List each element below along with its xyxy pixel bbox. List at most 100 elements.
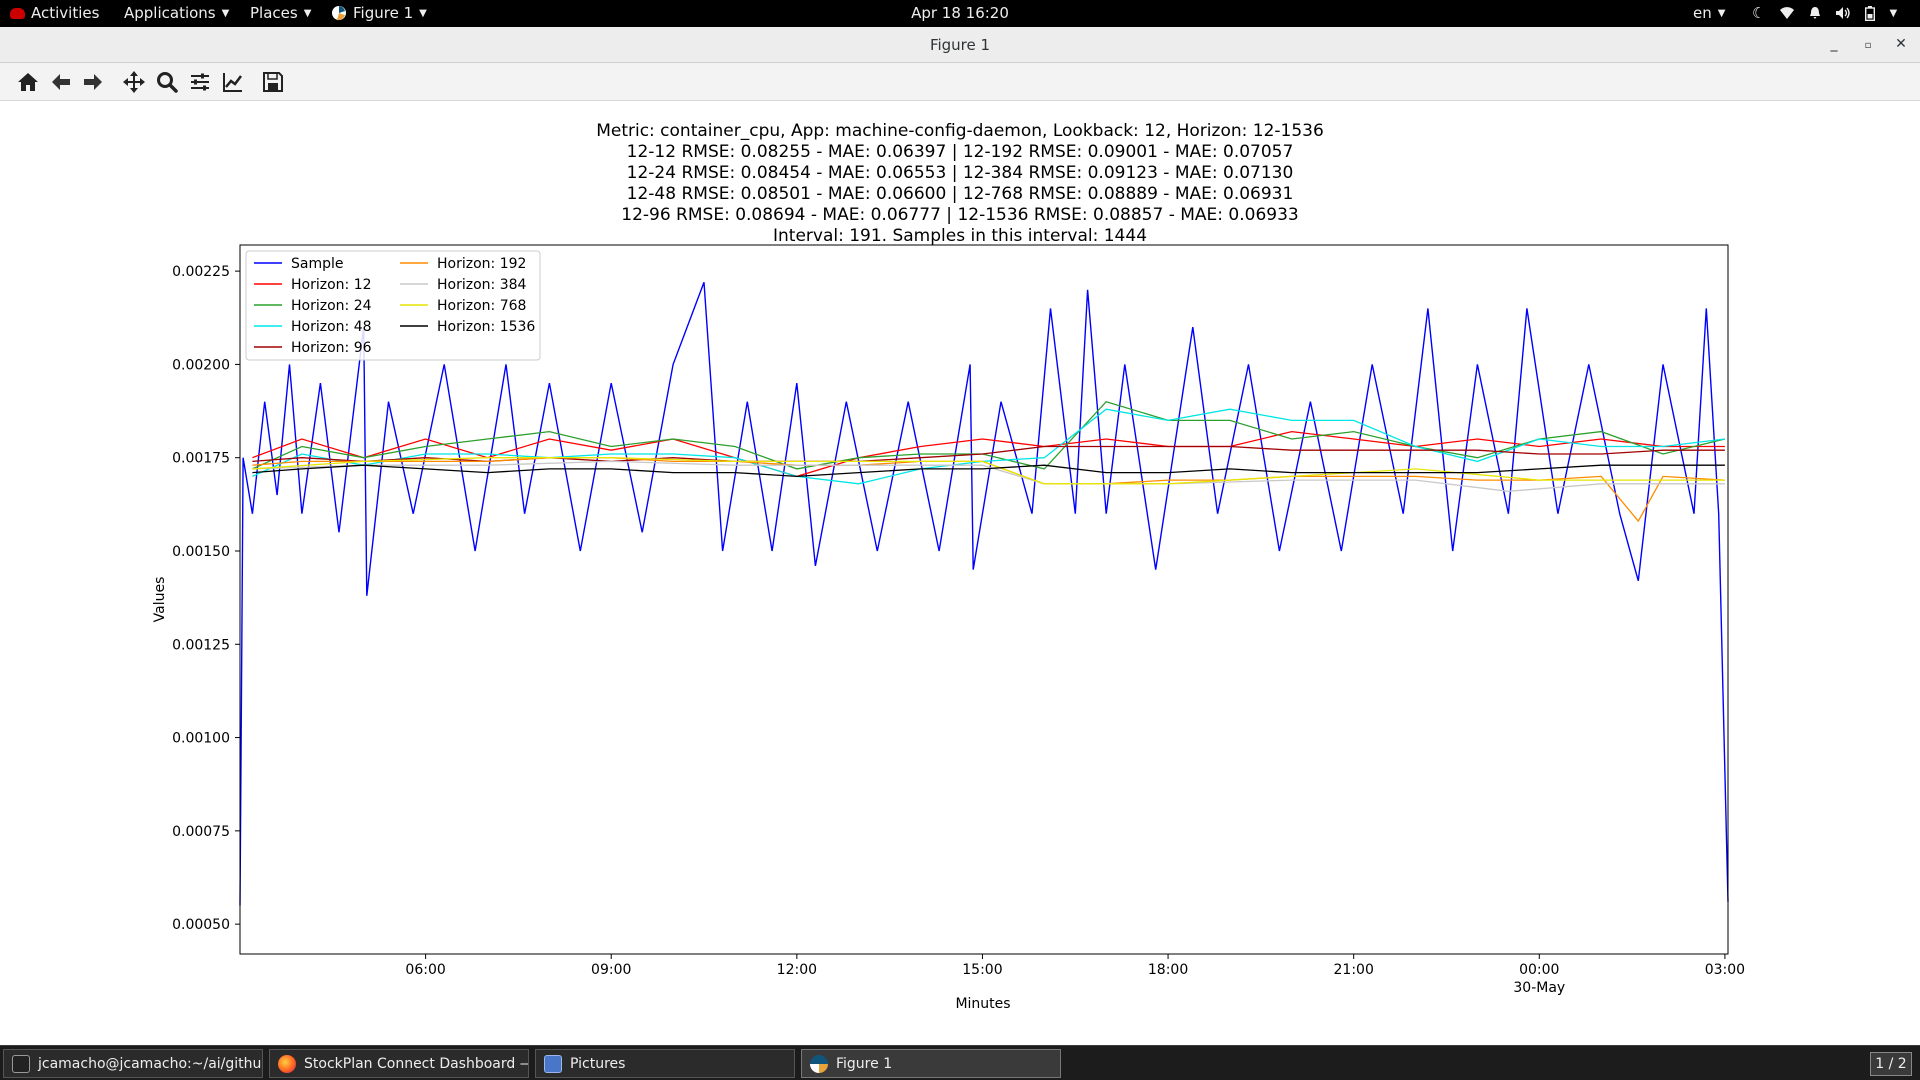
task-files[interactable]: Pictures: [535, 1049, 795, 1078]
app-menu[interactable]: Figure 1 ▼: [331, 4, 427, 22]
places-label: Places: [250, 4, 298, 22]
edit-axis-icon: [223, 73, 242, 92]
applications-menu[interactable]: Applications ▼: [124, 4, 229, 22]
workspace-switcher[interactable]: 1 / 2: [1870, 1052, 1912, 1076]
legend-label: Sample: [291, 256, 344, 272]
volume-icon: [1836, 7, 1851, 19]
title-line: Metric: container_cpu, App: machine-conf…: [596, 121, 1324, 141]
title-line: Interval: 191. Samples in this interval:…: [773, 226, 1147, 246]
matplotlib-icon: [810, 1054, 828, 1073]
legend-label: Horizon: 96: [291, 340, 372, 356]
maximize-button[interactable]: ▫: [1858, 36, 1878, 54]
window-titlebar[interactable]: Figure 1 _ ▫ ✕: [0, 27, 1920, 63]
legend-label: Horizon: 48: [291, 319, 372, 335]
figure-canvas[interactable]: Metric: container_cpu, App: machine-conf…: [0, 102, 1920, 1045]
y-tick-label: 0.00150: [172, 544, 230, 560]
forward-button[interactable]: [79, 69, 107, 95]
close-button[interactable]: ✕: [1891, 36, 1911, 54]
system-status-area[interactable]: ☾ ▼: [1752, 4, 1897, 22]
legend-label: Horizon: 1536: [437, 319, 535, 335]
back-button[interactable]: [47, 69, 75, 95]
chevron-down-icon: ▼: [1889, 7, 1898, 19]
y-axis-ticks: 0.00050 0.00075 0.00100 0.00125 0.00150 0.001…: [172, 264, 240, 933]
chevron-down-icon: ▼: [303, 7, 312, 19]
terminal-icon: [12, 1054, 30, 1073]
series-line-2: [252, 400, 1726, 470]
redhat-icon: [10, 7, 25, 19]
legend: Sample Horizon: 12 Horizon: 24 Horizon: 48 H…: [245, 250, 541, 361]
minimize-icon: _: [1830, 36, 1838, 52]
title-line: 12-24 RMSE: 0.08454 - MAE: 0.06553 | 12-…: [627, 163, 1294, 183]
task-label: jcamacho@jcamacho:~/ai/github/...: [38, 1055, 262, 1072]
chart-title: Metric: container_cpu, App: machine-conf…: [596, 121, 1324, 246]
language-menu[interactable]: en ▼: [1693, 4, 1725, 22]
zoom-icon: [157, 72, 178, 93]
configure-subplots-button[interactable]: [186, 69, 214, 95]
language-label: en: [1693, 4, 1712, 22]
y-tick-label: 0.00200: [172, 357, 230, 373]
night-light-icon: ☾: [1752, 4, 1766, 22]
y-axis-label: Values: [152, 577, 168, 623]
title-line: 12-12 RMSE: 0.08255 - MAE: 0.06397 | 12-…: [627, 142, 1294, 162]
firefox-icon: [278, 1054, 296, 1073]
task-firefox[interactable]: StockPlan Connect Dashboard — ...: [269, 1049, 529, 1078]
files-icon: [544, 1054, 562, 1073]
applications-label: Applications: [124, 4, 216, 22]
places-menu[interactable]: Places ▼: [250, 4, 311, 22]
legend-label: Horizon: 768: [437, 298, 526, 314]
y-tick-label: 0.00175: [172, 451, 230, 467]
matplotlib-toolbar: [0, 63, 1920, 101]
plot-series: [239, 282, 1729, 906]
task-figure[interactable]: Figure 1: [801, 1049, 1061, 1078]
configure-subplots-icon: [191, 73, 209, 91]
task-terminal[interactable]: jcamacho@jcamacho:~/ai/github/...: [3, 1049, 263, 1078]
x-tick-label: 18:00: [1148, 962, 1188, 978]
forward-icon: [84, 74, 102, 90]
y-tick-label: 0.00225: [172, 264, 230, 280]
legend-box: [245, 250, 541, 361]
zoom-button[interactable]: [153, 69, 181, 95]
save-button[interactable]: [259, 69, 287, 95]
clock[interactable]: Apr 18 16:20: [911, 4, 1009, 22]
minimize-button[interactable]: _: [1824, 36, 1844, 54]
activities-button[interactable]: Activities: [10, 4, 99, 22]
legend-label: Horizon: 384: [437, 277, 527, 293]
notification-icon: [1810, 7, 1821, 19]
series-line-7: [252, 457, 1725, 485]
maximize-icon: ▫: [1864, 40, 1872, 51]
pan-button[interactable]: [120, 69, 148, 95]
chevron-down-icon: ▼: [419, 7, 427, 19]
edit-axis-button[interactable]: [219, 69, 247, 95]
top-bar: Activities Applications ▼ Places ▼ Figur…: [0, 0, 1920, 27]
y-tick-label: 0.00125: [172, 637, 230, 653]
x-tick-label: 21:00: [1334, 962, 1374, 978]
home-button[interactable]: [14, 69, 42, 95]
activities-label: Activities: [31, 4, 100, 22]
task-label: Figure 1: [836, 1055, 893, 1072]
home-icon: [18, 73, 38, 91]
x-tick-sublabel: 30-May: [1513, 980, 1565, 996]
title-line: 12-48 RMSE: 0.08501 - MAE: 0.06600 | 12-…: [627, 184, 1294, 204]
battery-icon: [1865, 5, 1876, 21]
series-line-0: [239, 282, 1729, 906]
title-line: 12-96 RMSE: 0.08694 - MAE: 0.06777 | 12-…: [621, 205, 1298, 225]
save-icon: [263, 72, 283, 92]
series-line-6: [252, 460, 1725, 492]
legend-label: Horizon: 12: [291, 277, 372, 293]
x-axis-ticks: 06:00 09:00 12:00 15:00 18:00 21:00 00:00 30-Ma…: [405, 954, 1745, 996]
pan-icon: [123, 71, 145, 93]
legend-label: Horizon: 192: [437, 256, 526, 272]
back-icon: [52, 74, 70, 90]
chart[interactable]: Metric: container_cpu, App: machine-conf…: [0, 102, 1920, 1045]
close-icon: ✕: [1895, 36, 1907, 52]
wifi-icon: [1780, 7, 1795, 19]
chevron-down-icon: ▼: [221, 7, 230, 19]
matplotlib-icon: [332, 6, 346, 21]
taskbar: jcamacho@jcamacho:~/ai/github/... StockP…: [0, 1045, 1920, 1080]
y-tick-label: 0.00100: [172, 731, 230, 747]
window-title: Figure 1: [929, 36, 991, 54]
x-tick-label: 15:00: [962, 962, 1002, 978]
series-line-8: [252, 464, 1725, 478]
app-menu-label: Figure 1: [353, 4, 414, 22]
x-tick-label: 12:00: [777, 962, 817, 978]
